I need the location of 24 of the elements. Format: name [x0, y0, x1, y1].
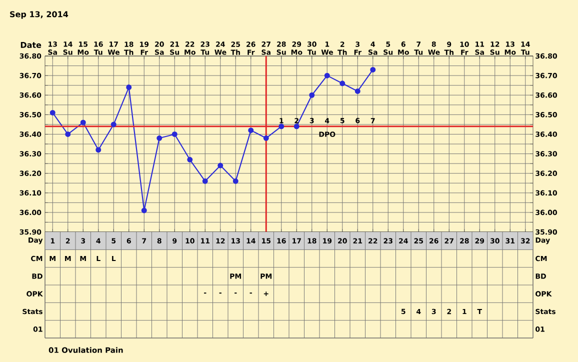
point	[218, 162, 224, 168]
point	[141, 208, 147, 214]
x-axis-title: Date	[20, 42, 42, 48]
point	[370, 66, 376, 72]
point	[232, 178, 238, 184]
point	[80, 120, 86, 126]
point	[172, 131, 178, 137]
point	[278, 124, 284, 130]
point	[324, 72, 330, 78]
point	[248, 128, 254, 134]
point	[50, 110, 56, 116]
point	[110, 122, 116, 128]
point	[340, 80, 346, 86]
point	[96, 147, 102, 153]
point	[156, 135, 162, 141]
point	[294, 124, 300, 130]
point	[309, 92, 315, 98]
point	[187, 156, 193, 162]
point	[202, 178, 208, 184]
point	[65, 131, 71, 137]
chart-title: Sep 13, 2014	[10, 11, 68, 19]
point	[126, 84, 132, 90]
point	[354, 88, 360, 94]
point	[263, 135, 269, 141]
